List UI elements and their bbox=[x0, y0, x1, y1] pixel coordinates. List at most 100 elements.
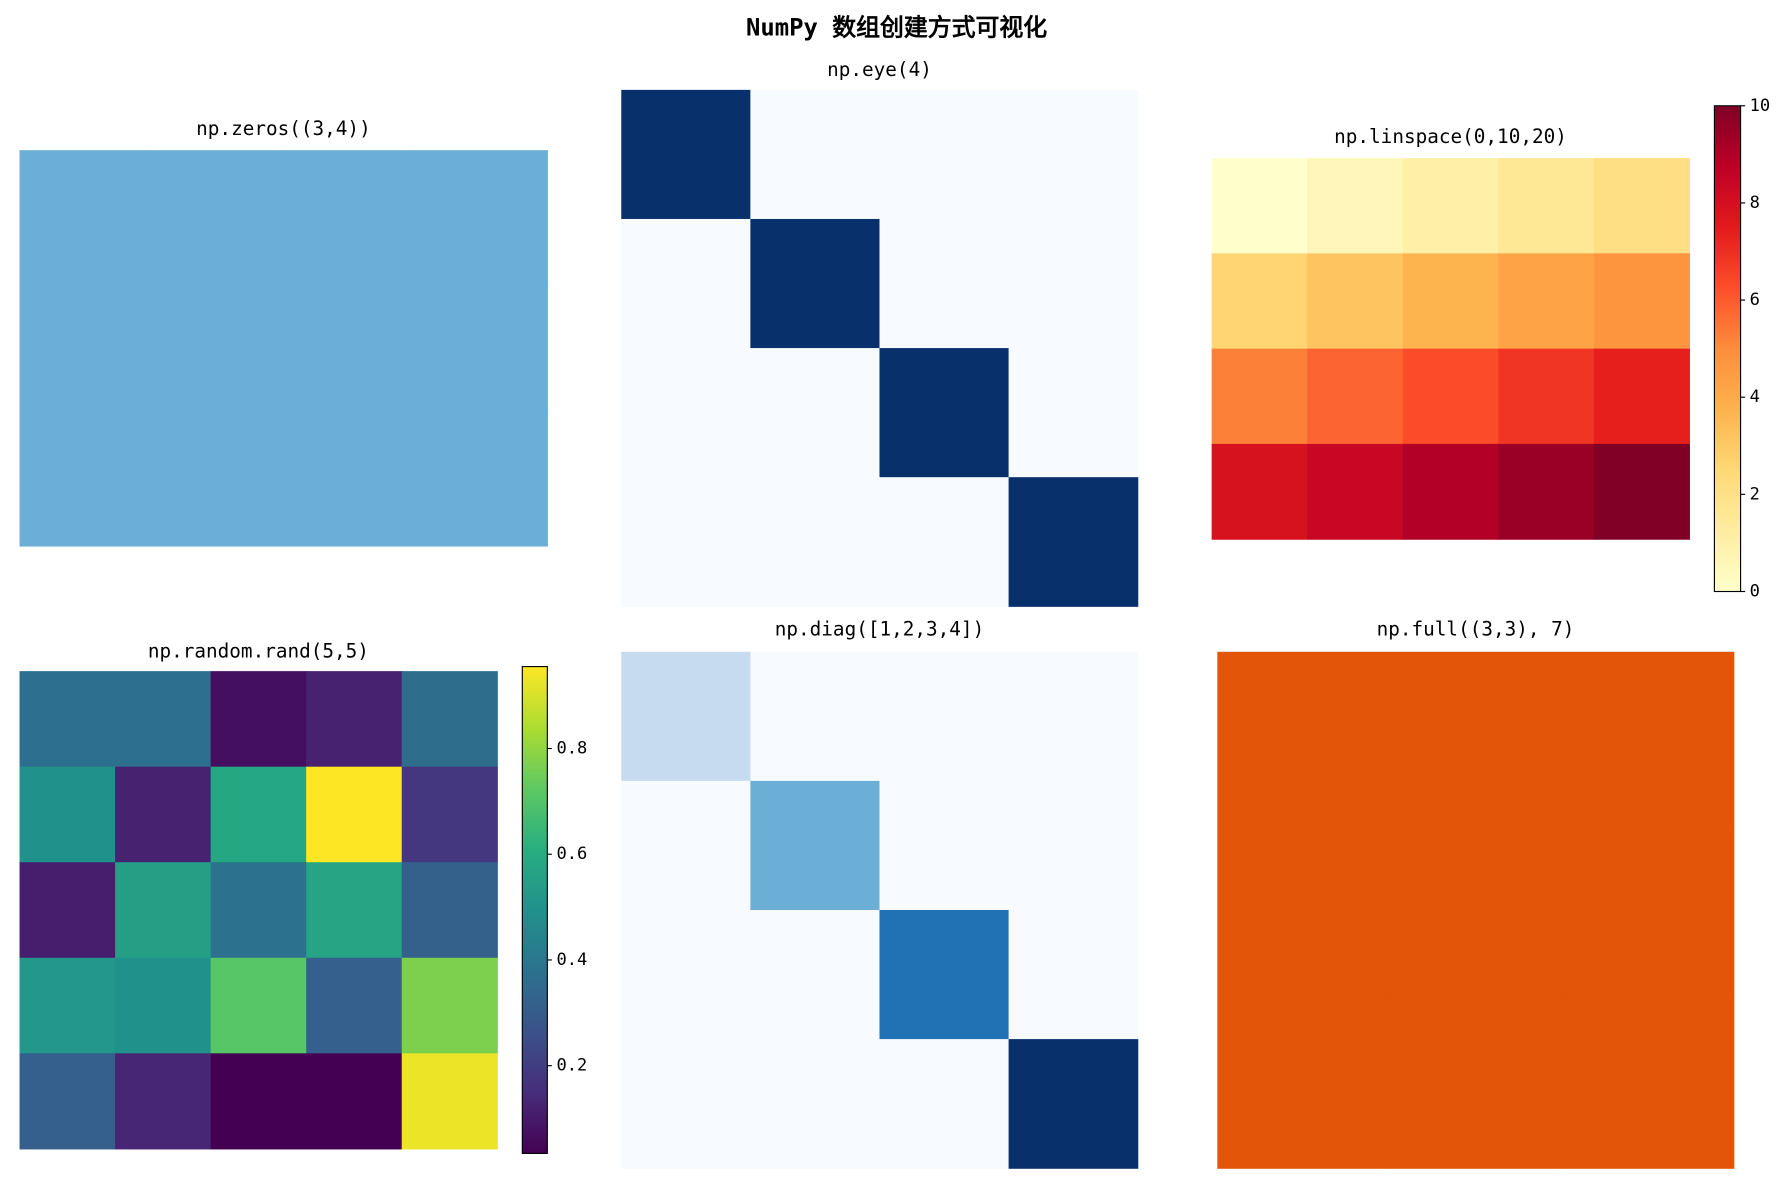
heatmap-cell bbox=[879, 780, 1010, 911]
heatmap-cell bbox=[210, 766, 307, 863]
colorbar-tick-label: 0.6 bbox=[556, 844, 587, 864]
heatmap-cell bbox=[1217, 996, 1391, 1169]
heatmap-cell bbox=[1008, 89, 1139, 220]
colorbar bbox=[521, 666, 548, 1154]
heatmap-cell bbox=[401, 671, 498, 768]
subplot-title: np.random.rand(5,5) bbox=[148, 639, 369, 662]
heatmap-cell bbox=[879, 89, 1010, 220]
heatmap-cell bbox=[1008, 651, 1139, 782]
heatmap-cell bbox=[151, 282, 285, 415]
heatmap-cell bbox=[1211, 443, 1308, 540]
heatmap-cell bbox=[1389, 823, 1563, 997]
heatmap-cell bbox=[306, 1053, 403, 1150]
subplot-title: np.linspace(0,10,20) bbox=[1334, 125, 1567, 148]
heatmap-cell bbox=[1008, 477, 1139, 607]
colorbar-tick-label: 2 bbox=[1750, 484, 1760, 504]
heatmap-cell bbox=[115, 862, 212, 959]
colorbar-tick-label: 0.2 bbox=[556, 1056, 587, 1076]
heatmap-cell bbox=[621, 651, 751, 782]
heatmap-cell bbox=[1402, 158, 1499, 254]
heatmap-cell bbox=[1498, 253, 1595, 350]
heatmap-cell bbox=[750, 89, 881, 220]
figure-title: NumPy 数组创建方式可视化 bbox=[746, 13, 1047, 41]
heatmap-cell bbox=[750, 477, 881, 607]
heatmap-cell bbox=[750, 651, 881, 782]
heatmap-cell bbox=[415, 150, 548, 283]
colorbar-tick-label: 6 bbox=[1750, 290, 1760, 310]
heatmap-cell bbox=[879, 218, 1010, 349]
heatmap-cell bbox=[401, 766, 498, 863]
colorbar-tick-label: 10 bbox=[1750, 96, 1771, 116]
heatmap-cell bbox=[306, 671, 403, 768]
heatmap-cell bbox=[1593, 253, 1690, 350]
heatmap-cell bbox=[415, 282, 548, 415]
heatmap-cell bbox=[210, 1053, 307, 1150]
heatmap-cell bbox=[306, 766, 403, 863]
heatmap-cell bbox=[283, 150, 416, 283]
heatmap-cell bbox=[115, 957, 212, 1054]
colorbar-tick-label: 8 bbox=[1750, 193, 1760, 213]
heatmap-cell bbox=[1211, 348, 1308, 445]
heatmap-cell bbox=[1402, 348, 1499, 445]
heatmap-cell bbox=[115, 671, 212, 768]
heatmap-cell bbox=[1211, 253, 1308, 350]
heatmap-cell bbox=[1211, 158, 1308, 254]
heatmap-cell bbox=[283, 414, 416, 547]
subplot-title: np.zeros((3,4)) bbox=[196, 117, 371, 140]
heatmap-cell bbox=[1389, 996, 1563, 1169]
heatmap-cell bbox=[1498, 443, 1595, 540]
heatmap-cell bbox=[19, 766, 116, 863]
heatmap-cell bbox=[1307, 348, 1404, 445]
heatmap-cell bbox=[19, 414, 153, 547]
heatmap-cell bbox=[401, 1053, 498, 1150]
colorbar-tick-label: 4 bbox=[1750, 387, 1760, 407]
heatmap-cell bbox=[750, 218, 881, 349]
heatmap-cell bbox=[401, 862, 498, 959]
heatmap-cell bbox=[306, 957, 403, 1054]
heatmap-cell bbox=[1593, 443, 1690, 540]
heatmap-cell bbox=[19, 150, 153, 283]
heatmap-cell bbox=[283, 282, 416, 415]
heatmap-cell bbox=[210, 862, 307, 959]
heatmap-cell bbox=[19, 862, 116, 959]
heatmap-cell bbox=[1307, 158, 1404, 254]
heatmap-cell bbox=[1008, 910, 1139, 1040]
heatmap-cell bbox=[1561, 651, 1735, 825]
heatmap-cell bbox=[1402, 443, 1499, 540]
heatmap-cell bbox=[621, 218, 751, 349]
heatmap-cell bbox=[621, 477, 751, 607]
heatmap-cell bbox=[750, 780, 881, 911]
heatmap-cell bbox=[19, 957, 116, 1054]
subplot-title: np.eye(4) bbox=[827, 58, 932, 81]
heatmap-cell bbox=[750, 910, 881, 1040]
heatmap-cell bbox=[1389, 651, 1563, 825]
heatmap-cell bbox=[115, 1053, 212, 1150]
heatmap-cell bbox=[415, 414, 548, 547]
colorbar-tick-label: 0 bbox=[1750, 582, 1760, 602]
heatmap-cell bbox=[621, 1039, 751, 1169]
heatmap-cell bbox=[879, 1039, 1010, 1169]
colorbar-tick-label: 0.8 bbox=[556, 739, 587, 759]
heatmap-cell bbox=[1307, 253, 1404, 350]
heatmap-cell bbox=[1217, 651, 1391, 825]
heatmap-cell bbox=[306, 862, 403, 959]
heatmap-cell bbox=[151, 150, 285, 283]
heatmap-cell bbox=[19, 1053, 116, 1150]
heatmap-cell bbox=[621, 910, 751, 1040]
heatmap-cell bbox=[115, 766, 212, 863]
heatmap-cell bbox=[621, 348, 751, 478]
heatmap-cell bbox=[1008, 218, 1139, 349]
heatmap-cell bbox=[19, 282, 153, 415]
colorbar bbox=[1713, 105, 1742, 593]
subplot-title: np.diag([1,2,3,4]) bbox=[775, 618, 984, 641]
heatmap-cell bbox=[879, 651, 1010, 782]
heatmap-cell bbox=[1561, 996, 1735, 1169]
heatmap-cell bbox=[151, 414, 285, 547]
heatmap-cell bbox=[1307, 443, 1404, 540]
colorbar-tick-label: 0.4 bbox=[556, 950, 587, 970]
heatmap-cell bbox=[879, 910, 1010, 1040]
heatmap-cell bbox=[19, 671, 116, 768]
heatmap-cell bbox=[1498, 348, 1595, 445]
